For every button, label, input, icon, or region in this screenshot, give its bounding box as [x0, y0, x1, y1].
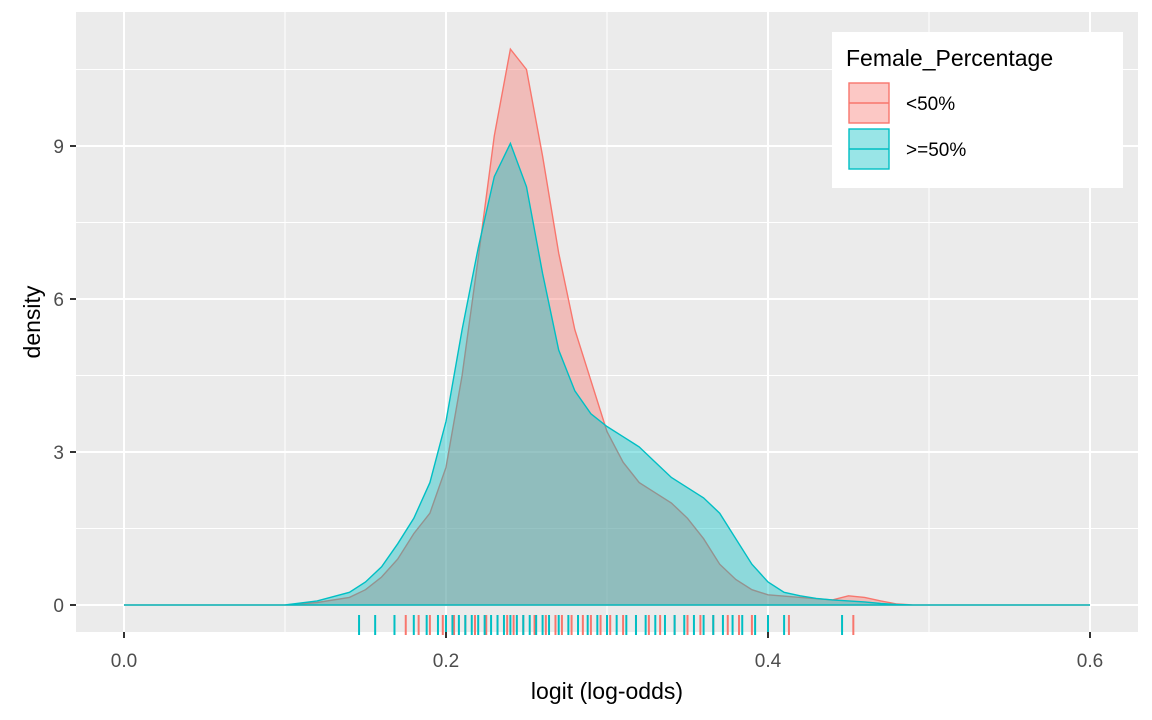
legend: Female_Percentage <50% >=50% [832, 32, 1123, 188]
y-tick-label-3: 9 [53, 137, 64, 158]
x-tick-label-0: 0.0 [111, 651, 137, 672]
legend-title: Female_Percentage [846, 45, 1053, 71]
y-axis-title: density [19, 285, 45, 358]
y-tick-label-0: 0 [53, 596, 64, 617]
legend-label-1: >=50% [906, 140, 966, 161]
y-axis: 0 3 6 9 [53, 137, 76, 617]
density-areas [124, 47, 1090, 606]
y-tick-label-2: 6 [53, 290, 64, 311]
density-area-series-0 [124, 47, 1090, 606]
legend-label-0: <50% [906, 94, 955, 115]
y-tick-label-1: 3 [53, 443, 64, 464]
x-tick-label-1: 0.2 [433, 651, 459, 672]
rug-marks [358, 615, 855, 635]
legend-keys: <50% >=50% [848, 82, 966, 170]
density-area-series-1 [124, 141, 1090, 606]
x-axis-title: logit (log-odds) [531, 678, 683, 704]
x-tick-label-3: 0.6 [1077, 651, 1103, 672]
x-axis: 0.0 0.2 0.4 0.6 [111, 632, 1103, 672]
x-tick-label-2: 0.4 [755, 651, 782, 672]
